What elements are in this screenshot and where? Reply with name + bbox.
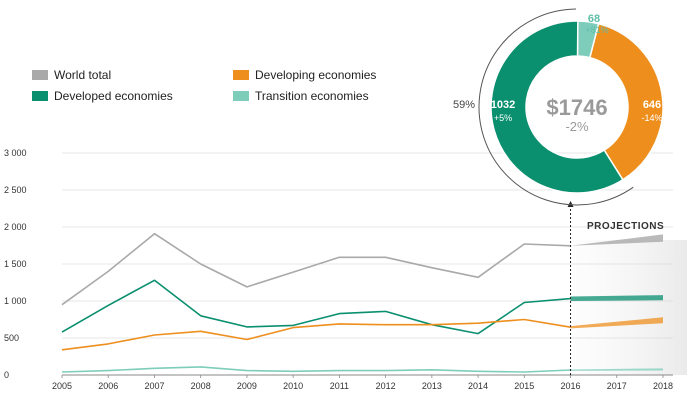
x-tick-label: 2010 — [283, 381, 303, 391]
y-tick-label: 2 000 — [4, 222, 27, 232]
projection-arrow-icon — [567, 201, 574, 207]
legend-item-transition: Transition economies — [233, 89, 369, 103]
legend-swatch-world — [32, 70, 48, 80]
legend-swatch-developed — [32, 91, 48, 101]
legend-item-developing: Developing economies — [233, 68, 376, 82]
y-tick-label: 1 000 — [4, 296, 27, 306]
legend-swatch-developing — [233, 70, 249, 80]
x-tick-label: 2015 — [514, 381, 534, 391]
donut-transition-change: +81% — [585, 25, 608, 35]
donut-share-label: 59% — [453, 99, 475, 111]
donut-share-bracket — [478, 8, 634, 206]
donut-slice-developing — [588, 22, 664, 181]
legend-item-world: World total — [32, 68, 111, 82]
x-tick-label: 2017 — [607, 381, 627, 391]
legend-label-transition: Transition economies — [255, 89, 369, 103]
donut-slice-developed — [490, 20, 624, 194]
y-tick-label: 3 000 — [4, 148, 27, 158]
projection-band-world — [570, 234, 663, 246]
projection-band-developed — [570, 295, 663, 301]
projections-label: PROJECTIONS — [587, 221, 664, 232]
x-tick-label: 2008 — [191, 381, 211, 391]
x-tick-label: 2018 — [653, 381, 673, 391]
donut-developing-change: -14% — [641, 113, 662, 123]
legend-swatch-transition — [233, 91, 249, 101]
y-tick-label: 0 — [4, 370, 9, 380]
legend-item-developed: Developed economies — [32, 89, 173, 103]
x-tick-label: 2016 — [561, 381, 581, 391]
series-line-world — [61, 232, 571, 306]
y-tick-label: 1 500 — [4, 259, 27, 269]
x-tick-label: 2005 — [52, 381, 72, 391]
legend-label-developing: Developing economies — [255, 68, 377, 82]
projection-band-transition — [570, 368, 663, 371]
donut-total-change: -2% — [565, 119, 589, 134]
legend-label-developed: Developed economies — [54, 89, 173, 103]
x-tick-label: 2011 — [330, 381, 349, 391]
y-tick-label: 500 — [4, 333, 19, 343]
donut-developed-change: +5% — [494, 113, 512, 123]
series-line-developing — [61, 318, 571, 351]
x-tick-label: 2012 — [376, 381, 396, 391]
y-tick-label: 2 500 — [4, 185, 27, 195]
x-tick-label: 2009 — [237, 381, 257, 391]
donut-transition-value: 68 — [588, 13, 600, 25]
projection-band-developing — [570, 317, 663, 329]
x-tick-label: 2014 — [468, 381, 488, 391]
x-tick-label: 2013 — [422, 381, 442, 391]
legend-label-world: World total — [54, 68, 112, 82]
donut-total-value: $1746 — [546, 95, 607, 120]
series-line-transition — [61, 366, 571, 373]
x-tick-label: 2006 — [98, 381, 118, 391]
donut-developing-value: 646 — [643, 99, 661, 111]
projection-region — [570, 240, 687, 375]
series-line-developed — [61, 279, 571, 335]
x-tick-label: 2007 — [144, 381, 164, 391]
donut-developed-value: 1032 — [491, 99, 515, 111]
